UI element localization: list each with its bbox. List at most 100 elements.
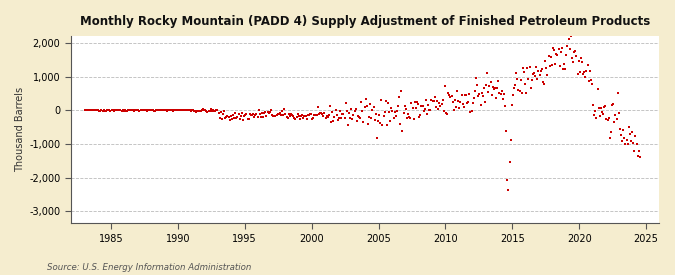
Point (325, 104, 335, 109)
Point (525, 86, 536, 91)
Point (291, 115, 302, 119)
Point (327, 110, 338, 114)
Point (395, 122, 406, 126)
Point (486, 93, 497, 97)
Point (163, 108, 173, 112)
Point (233, 112, 244, 117)
Point (545, 55, 556, 59)
Point (223, 115, 234, 120)
Point (423, 103, 433, 107)
Point (410, 106, 421, 110)
Point (419, 107, 430, 111)
Point (287, 112, 298, 117)
Point (477, 94, 488, 98)
Point (106, 108, 117, 112)
Point (364, 115, 375, 119)
Point (194, 109, 205, 113)
Point (569, 50, 580, 54)
Point (551, 52, 562, 56)
Point (125, 108, 136, 112)
Point (284, 112, 294, 116)
Point (415, 113, 426, 117)
Point (102, 108, 113, 112)
Point (176, 108, 187, 112)
Point (595, 106, 606, 110)
Point (624, 125, 634, 129)
Point (462, 100, 472, 105)
Point (605, 130, 616, 134)
Point (236, 111, 247, 115)
Point (390, 114, 401, 118)
Point (376, 98, 387, 102)
Point (386, 106, 397, 111)
Point (576, 56, 587, 60)
Point (323, 113, 334, 117)
Point (508, 85, 519, 90)
Point (111, 108, 122, 113)
Point (185, 109, 196, 113)
Point (269, 114, 279, 119)
Point (260, 109, 271, 114)
Point (188, 108, 198, 112)
Point (378, 114, 389, 119)
Point (227, 113, 238, 117)
Point (566, 56, 577, 60)
Point (352, 114, 363, 118)
Point (301, 117, 312, 121)
Point (172, 108, 183, 112)
Point (371, 111, 381, 116)
Point (143, 108, 154, 112)
Point (213, 111, 224, 116)
Point (439, 84, 450, 88)
Point (614, 126, 625, 131)
Point (311, 112, 322, 117)
Point (84, 108, 95, 112)
Point (532, 77, 543, 81)
Point (87, 108, 98, 112)
Point (354, 115, 364, 119)
Point (368, 105, 379, 110)
Point (135, 108, 146, 112)
Point (598, 111, 609, 116)
Point (403, 112, 414, 116)
Point (581, 69, 592, 73)
Point (502, 178, 513, 182)
Point (240, 113, 250, 117)
Point (193, 109, 204, 113)
Point (537, 66, 547, 71)
Point (534, 73, 545, 77)
Point (387, 108, 398, 113)
Point (131, 108, 142, 112)
Point (340, 101, 351, 106)
Point (229, 116, 240, 121)
Point (522, 66, 533, 70)
Point (297, 113, 308, 117)
Point (92, 108, 103, 112)
Point (618, 128, 628, 133)
Point (298, 116, 308, 120)
Point (572, 72, 583, 76)
Point (323, 115, 333, 119)
Point (359, 105, 370, 110)
Point (142, 108, 153, 113)
Point (103, 108, 113, 112)
Point (205, 108, 215, 113)
Point (628, 141, 639, 145)
Point (335, 109, 346, 114)
Point (137, 108, 148, 113)
Point (466, 109, 477, 113)
Point (104, 108, 115, 112)
Point (220, 116, 231, 120)
Point (465, 109, 476, 114)
Point (388, 116, 399, 120)
Point (514, 89, 525, 94)
Point (358, 120, 369, 124)
Point (258, 115, 269, 119)
Point (147, 108, 158, 112)
Point (224, 118, 235, 122)
Point (607, 103, 618, 108)
Point (576, 60, 587, 64)
Point (460, 93, 470, 98)
Point (574, 70, 585, 74)
Point (250, 112, 261, 117)
